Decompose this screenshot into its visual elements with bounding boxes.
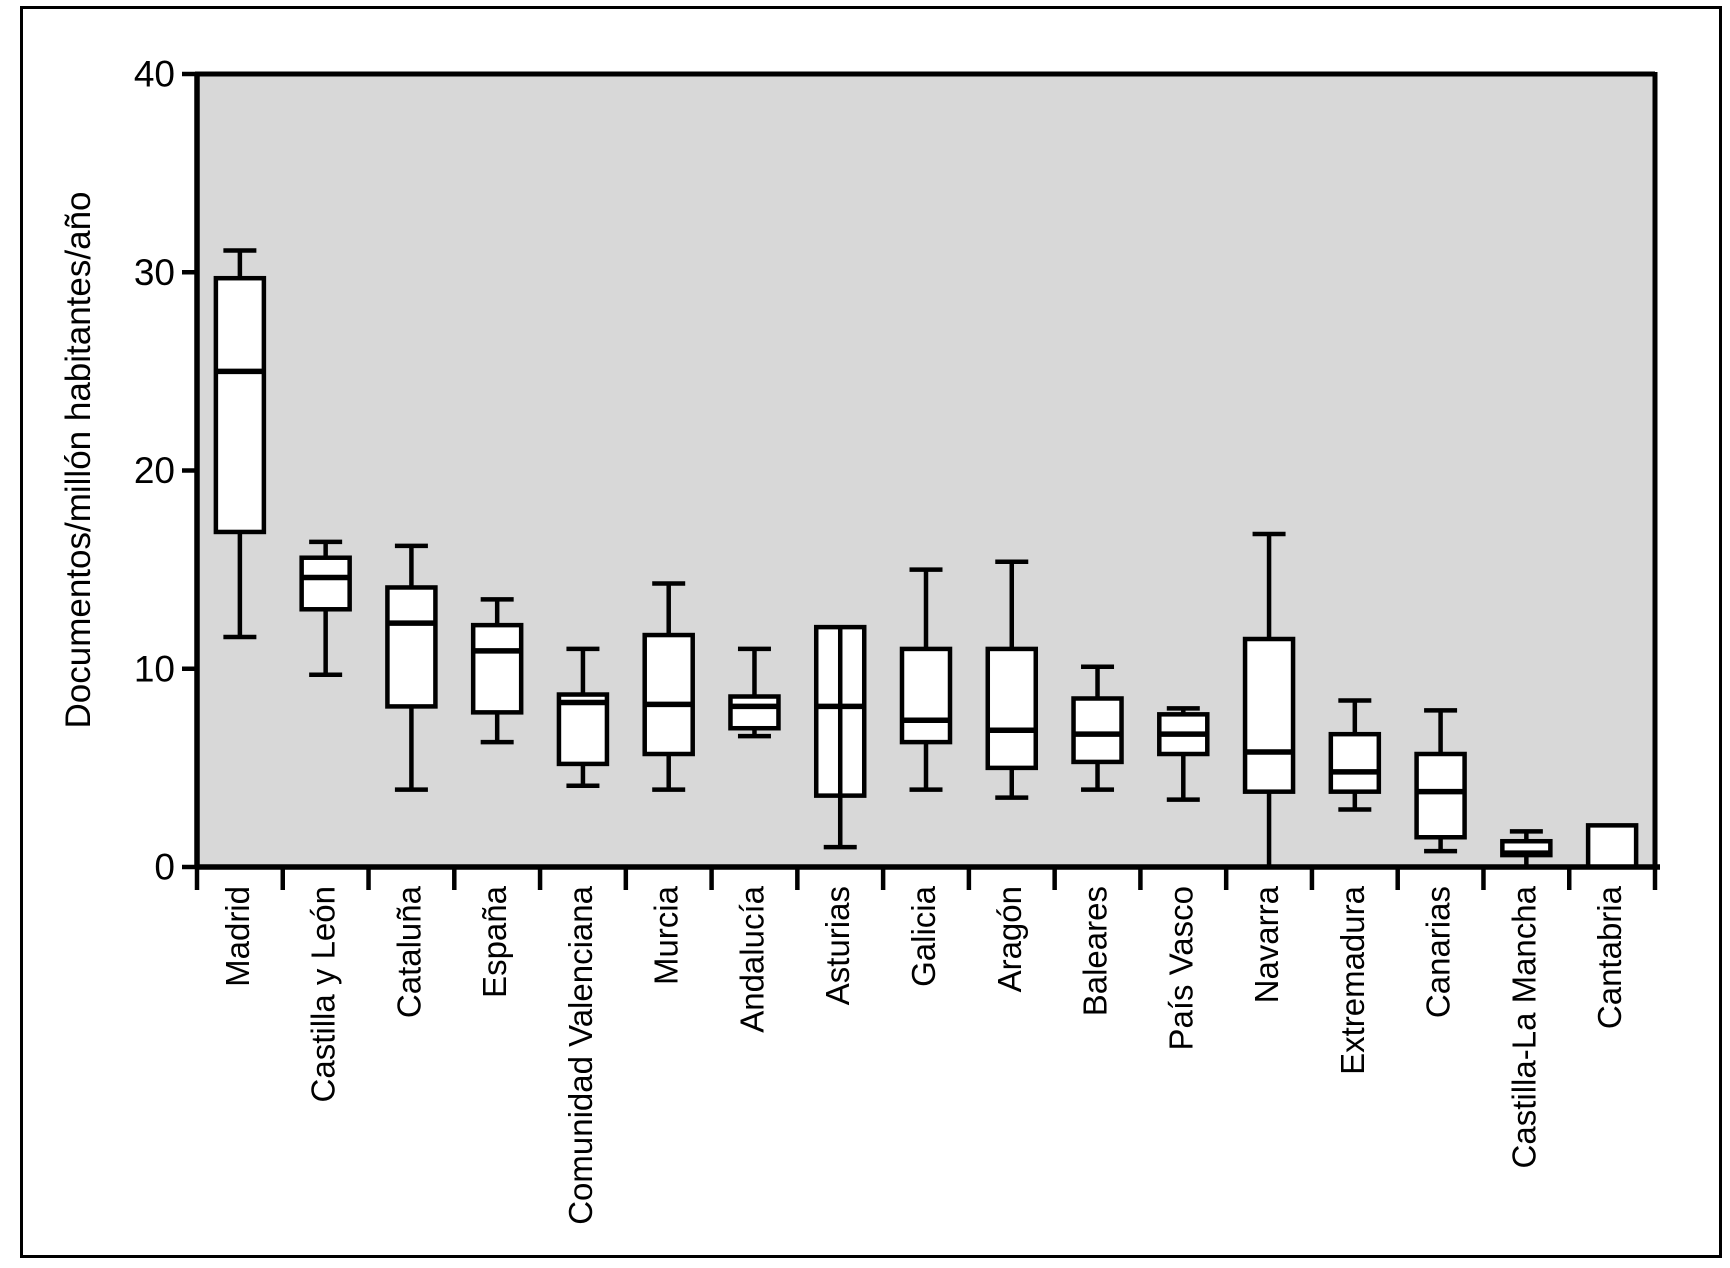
- box-comunidad-valenciana: [556, 692, 610, 767]
- x-label-navarra: Navarra: [1248, 885, 1285, 1003]
- x-label-cantabria: Cantabria: [1591, 885, 1628, 1029]
- y-tick-label-30: 30: [134, 252, 175, 293]
- x-label-castilla-y-leon: Castilla y León: [305, 886, 342, 1102]
- box-espana: [470, 622, 524, 715]
- box-murcia: [642, 632, 695, 757]
- y-tick-label-20: 20: [134, 450, 175, 491]
- x-label-espana: España: [476, 885, 513, 998]
- box-aragon: [985, 646, 1039, 771]
- x-label-extremadura: Extremadura: [1334, 885, 1371, 1075]
- x-label-murcia: Murcia: [648, 885, 685, 985]
- x-label-canarias: Canarias: [1420, 886, 1457, 1018]
- y-axis-title: Documentos/millón habitantes/año: [59, 192, 98, 729]
- x-label-baleares: Baleares: [1077, 886, 1114, 1016]
- y-tick-label-0: 0: [154, 847, 175, 888]
- y-tick-label-40: 40: [134, 54, 175, 95]
- box-andalucia: [728, 694, 781, 731]
- x-label-pais-vasco: País Vasco: [1162, 886, 1199, 1050]
- box-baleares: [1071, 696, 1124, 765]
- x-label-andalucia: Andalucía: [733, 885, 770, 1032]
- box-castilla-y-leon: [299, 555, 352, 612]
- box-canarias: [1414, 751, 1467, 840]
- x-label-cataluna: Cataluña: [390, 885, 427, 1018]
- box-madrid: [213, 275, 267, 535]
- y-tick-label-10: 10: [134, 648, 175, 689]
- x-label-madrid: Madrid: [219, 886, 256, 987]
- x-label-comunidad-valenciana: Comunidad Valenciana: [562, 885, 599, 1224]
- box-cataluna: [385, 585, 438, 709]
- box-extremadura: [1328, 731, 1382, 794]
- x-label-castilla-la-mancha: Castilla-La Mancha: [1505, 885, 1542, 1168]
- box-navarra: [1242, 636, 1296, 794]
- box-cantabria: [1585, 823, 1639, 870]
- x-label-galicia: Galicia: [905, 885, 942, 987]
- box-galicia: [899, 646, 953, 745]
- x-label-asturias: Asturias: [819, 886, 856, 1005]
- x-label-aragon: Aragón: [991, 886, 1028, 992]
